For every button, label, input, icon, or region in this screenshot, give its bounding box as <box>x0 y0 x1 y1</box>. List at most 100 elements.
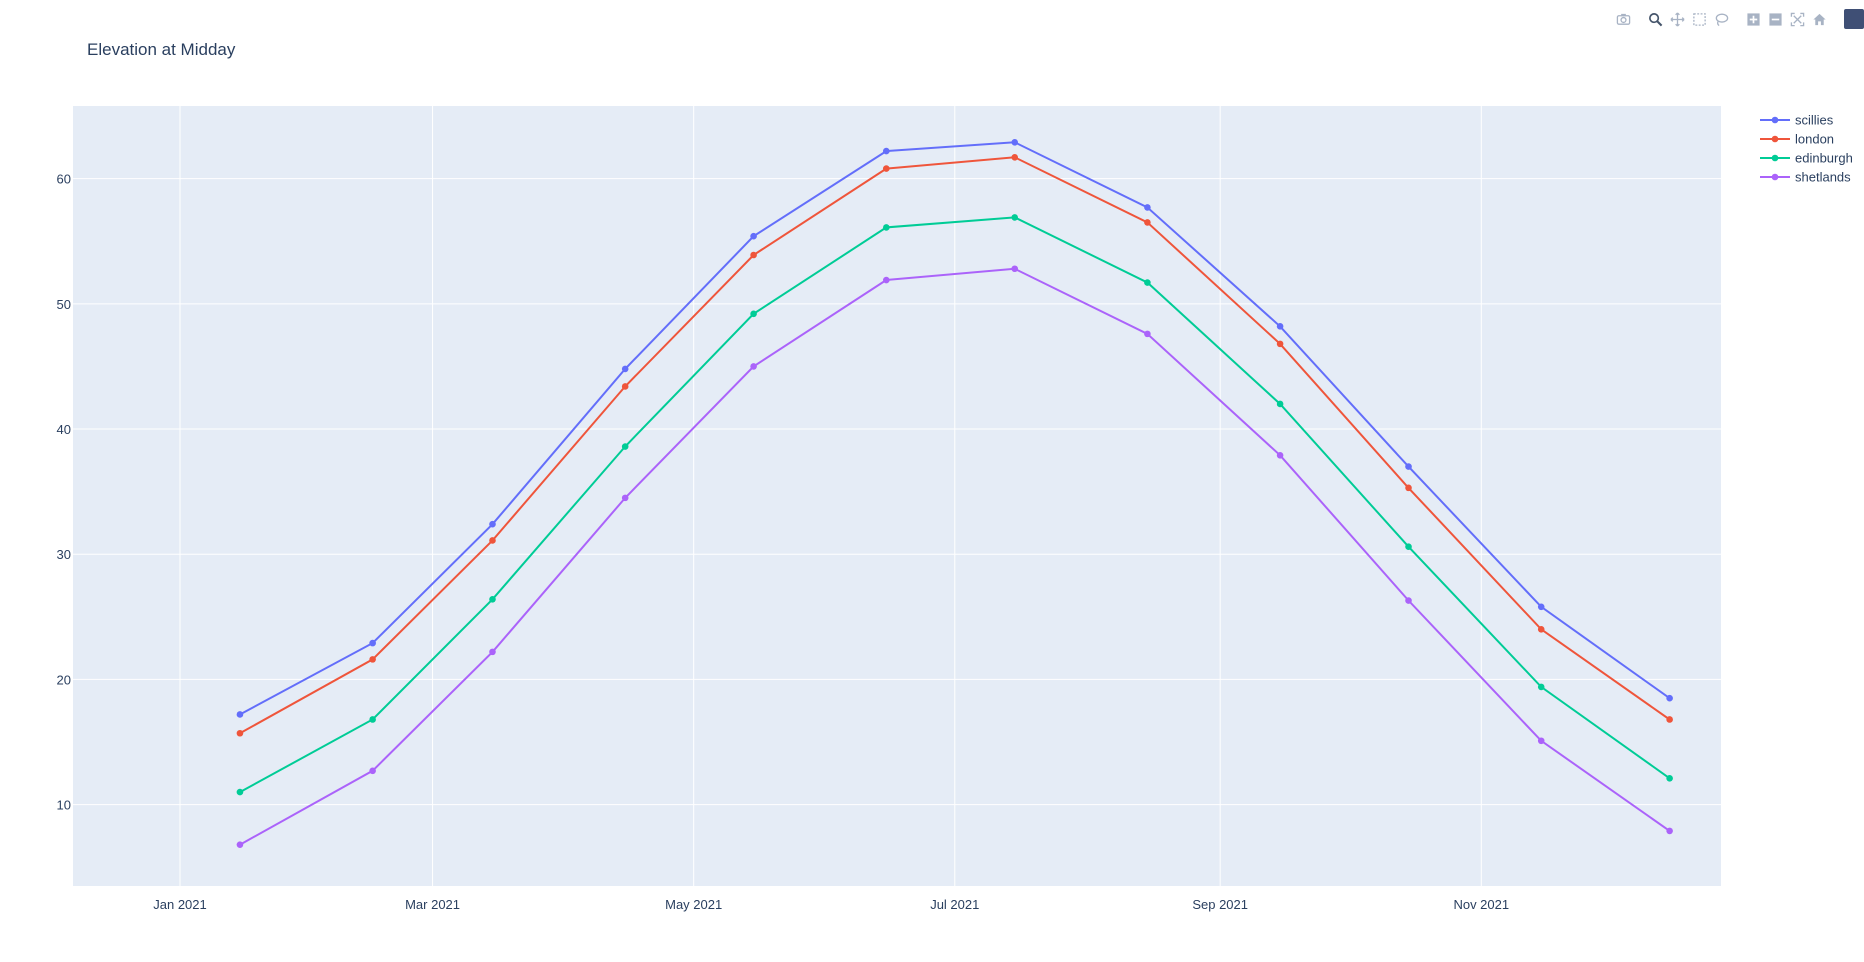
data-point[interactable] <box>369 656 376 663</box>
data-point[interactable] <box>750 232 757 240</box>
data-point[interactable] <box>621 494 629 502</box>
data-point[interactable] <box>750 363 757 370</box>
data-point[interactable] <box>236 841 244 848</box>
zoom-icon[interactable] <box>1644 8 1666 30</box>
data-point[interactable] <box>489 595 496 603</box>
y-axis: 10 20 30 40 50 60 <box>57 172 71 813</box>
box-select-icon[interactable] <box>1688 8 1710 30</box>
legend-label: shetlands <box>1795 170 1851 185</box>
legend-label: scillies <box>1795 113 1834 128</box>
data-point[interactable] <box>1537 737 1545 745</box>
data-point[interactable] <box>1276 452 1284 459</box>
legend[interactable]: scillies london edinburgh shetlands <box>1760 113 1853 185</box>
legend-marker <box>1771 135 1779 143</box>
data-point[interactable] <box>1405 463 1412 470</box>
plot-area <box>73 106 1721 886</box>
data-point[interactable] <box>1405 484 1412 492</box>
data-point[interactable] <box>1405 597 1412 604</box>
y-tick-label: 20 <box>57 672 71 687</box>
data-point[interactable] <box>236 788 244 796</box>
series-line-edinburgh <box>239 216 1671 793</box>
zoom-out-icon[interactable] <box>1764 8 1786 30</box>
data-point[interactable] <box>1666 694 1673 702</box>
data-point[interactable] <box>1011 214 1019 221</box>
legend-item-edinburgh[interactable]: edinburgh <box>1760 151 1853 166</box>
data-point[interactable] <box>1276 400 1284 408</box>
data-point[interactable] <box>1666 827 1673 835</box>
data-point[interactable] <box>369 639 376 647</box>
data-point[interactable] <box>882 165 890 172</box>
data-point[interactable] <box>369 767 376 775</box>
data-point[interactable] <box>1011 265 1019 273</box>
x-tick-label: Nov 2021 <box>1453 897 1509 912</box>
data-point[interactable] <box>489 648 496 656</box>
chart-title: Elevation at Midday <box>87 40 236 59</box>
data-point[interactable] <box>369 716 376 723</box>
lasso-select-icon[interactable] <box>1710 8 1732 30</box>
data-point[interactable] <box>1144 330 1151 338</box>
zoom-in-icon[interactable] <box>1742 8 1764 30</box>
series-shetlands <box>236 265 1673 848</box>
series-edinburgh <box>236 214 1673 796</box>
reset-axes-icon[interactable] <box>1808 8 1830 30</box>
data-point[interactable] <box>882 224 890 231</box>
data-point[interactable] <box>750 251 757 259</box>
y-tick-label: 30 <box>57 547 71 562</box>
data-point[interactable] <box>1276 323 1284 330</box>
x-tick-label: Sep 2021 <box>1192 897 1248 912</box>
data-point[interactable] <box>1537 603 1545 611</box>
data-point[interactable] <box>489 537 496 544</box>
data-point[interactable] <box>236 729 244 737</box>
legend-item-shetlands[interactable]: shetlands <box>1760 170 1851 185</box>
series-line-shetlands <box>239 267 1671 846</box>
data-point[interactable] <box>1011 154 1019 161</box>
modebar <box>1602 8 1864 30</box>
data-point[interactable] <box>236 711 244 718</box>
camera-icon[interactable] <box>1612 8 1634 30</box>
pan-icon[interactable] <box>1666 8 1688 30</box>
data-point[interactable] <box>489 520 496 528</box>
y-tick-label: 40 <box>57 422 71 437</box>
autoscale-icon[interactable] <box>1786 8 1808 30</box>
data-point[interactable] <box>1144 279 1151 286</box>
data-point[interactable] <box>621 383 629 390</box>
legend-label: edinburgh <box>1795 151 1853 166</box>
data-point[interactable] <box>1537 683 1545 691</box>
data-point[interactable] <box>1405 543 1412 551</box>
series-scillies <box>236 139 1673 718</box>
legend-marker <box>1771 154 1779 162</box>
data-point[interactable] <box>882 276 890 284</box>
data-point[interactable] <box>1276 340 1284 348</box>
series-line-scillies <box>239 141 1671 716</box>
legend-marker <box>1771 173 1779 181</box>
legend-item-scillies[interactable]: scillies <box>1760 113 1834 128</box>
data-point[interactable] <box>1537 626 1545 633</box>
x-tick-label: Jul 2021 <box>930 897 979 912</box>
series-line-london <box>239 156 1671 735</box>
gridlines <box>73 106 1721 886</box>
x-tick-label: Mar 2021 <box>405 897 460 912</box>
y-tick-label: 50 <box>57 297 71 312</box>
x-axis: Jan 2021 Mar 2021 May 2021 Jul 2021 Sep 2021… <box>153 897 1509 912</box>
data-point[interactable] <box>1011 139 1019 146</box>
data-point[interactable] <box>1666 716 1673 723</box>
y-tick-label: 60 <box>57 172 71 187</box>
series-lines <box>236 139 1673 848</box>
data-point[interactable] <box>882 147 890 155</box>
legend-label: london <box>1795 132 1834 147</box>
data-point[interactable] <box>1666 775 1673 782</box>
data-point[interactable] <box>621 365 629 373</box>
data-point[interactable] <box>1144 204 1151 211</box>
data-point[interactable] <box>750 310 757 318</box>
x-tick-label: Jan 2021 <box>153 897 207 912</box>
y-tick-label: 10 <box>57 798 71 813</box>
data-point[interactable] <box>621 443 629 450</box>
x-tick-label: May 2021 <box>665 897 722 912</box>
legend-marker <box>1771 116 1779 124</box>
plotly-logo-icon[interactable] <box>1844 9 1864 29</box>
legend-item-london[interactable]: london <box>1760 132 1834 147</box>
data-point[interactable] <box>1144 219 1151 226</box>
series-london <box>236 154 1673 737</box>
